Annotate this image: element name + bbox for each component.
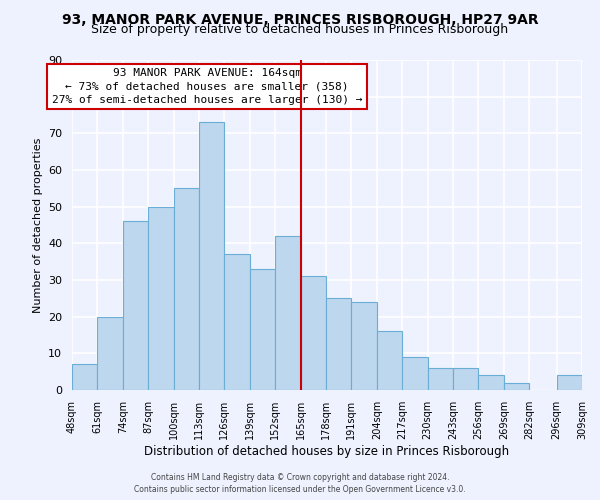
Bar [504, 382, 529, 390]
Bar [97, 316, 123, 390]
X-axis label: Distribution of detached houses by size in Princes Risborough: Distribution of detached houses by size … [145, 444, 509, 458]
Bar [326, 298, 352, 390]
Bar [377, 332, 402, 390]
Text: 93 MANOR PARK AVENUE: 164sqm
← 73% of detached houses are smaller (358)
27% of s: 93 MANOR PARK AVENUE: 164sqm ← 73% of de… [52, 68, 362, 104]
Bar [301, 276, 326, 390]
Bar [428, 368, 453, 390]
Bar [275, 236, 301, 390]
Y-axis label: Number of detached properties: Number of detached properties [32, 138, 43, 312]
Bar [453, 368, 478, 390]
Bar [224, 254, 250, 390]
Bar [148, 206, 173, 390]
Bar [123, 222, 148, 390]
Bar [557, 376, 582, 390]
Bar [402, 357, 428, 390]
Text: Size of property relative to detached houses in Princes Risborough: Size of property relative to detached ho… [91, 22, 509, 36]
Bar [72, 364, 97, 390]
Text: Contains HM Land Registry data © Crown copyright and database right 2024.
Contai: Contains HM Land Registry data © Crown c… [134, 472, 466, 494]
Text: 93, MANOR PARK AVENUE, PRINCES RISBOROUGH, HP27 9AR: 93, MANOR PARK AVENUE, PRINCES RISBOROUG… [62, 12, 538, 26]
Bar [478, 376, 504, 390]
Bar [352, 302, 377, 390]
Bar [199, 122, 224, 390]
Bar [173, 188, 199, 390]
Bar [250, 269, 275, 390]
